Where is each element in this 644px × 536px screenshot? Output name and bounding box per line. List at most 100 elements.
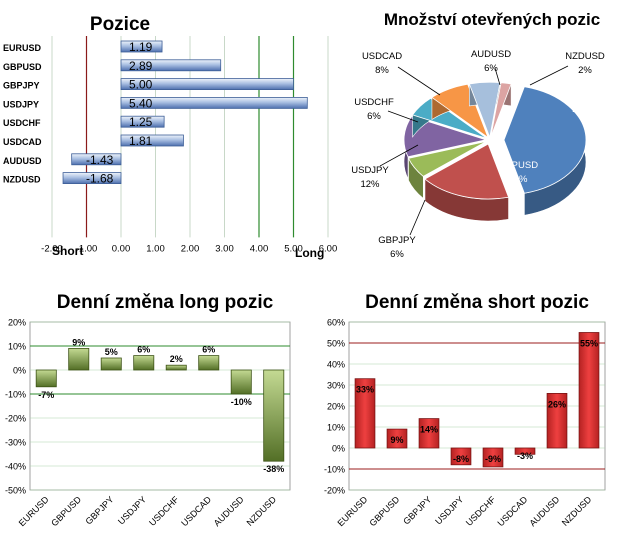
position-bar — [120, 115, 165, 128]
pie-slice-percent: 6% — [367, 111, 381, 122]
bar-value-label: -3% — [517, 451, 533, 461]
pie-slice-label: NZDUSD — [565, 51, 605, 62]
bar-value-label: 5.40 — [129, 96, 153, 110]
bar-value-label: 14% — [420, 425, 438, 435]
y-tick-label: 0% — [332, 444, 345, 454]
category-label: EURUSD — [335, 494, 369, 528]
x-tick-label: -1.00 — [76, 243, 98, 254]
pie-slice — [407, 140, 487, 177]
pie-slice — [468, 81, 501, 139]
pie-slice-percent: 8% — [375, 65, 389, 76]
pie-leader-line — [529, 65, 569, 86]
category-label: USDCAD — [495, 494, 529, 528]
pie-slice-label: GBPJPY — [378, 235, 416, 246]
y-tick-label: -40% — [5, 462, 26, 472]
category-label: USDCHF — [464, 494, 498, 528]
x-tick-label: 2.00 — [181, 243, 200, 254]
bar — [230, 369, 252, 395]
pie-slice-percent: 18% — [508, 174, 528, 185]
pie-slice-percent: 2% — [578, 65, 592, 76]
bar — [546, 393, 568, 449]
category-label: USDCAD — [3, 137, 42, 147]
position-bar — [120, 40, 163, 53]
bar — [198, 355, 220, 371]
bar — [35, 369, 57, 388]
y-tick-label: -20% — [5, 414, 26, 424]
pie-leader-line — [379, 144, 419, 167]
bar — [68, 348, 90, 371]
bar — [418, 418, 440, 449]
y-tick-label: -30% — [5, 438, 26, 448]
long-change-title: Denní změna long pozic — [57, 292, 274, 313]
pie-slice-label: AUDUSD — [471, 49, 511, 60]
bar — [578, 332, 600, 449]
short-change-title: Denní změna short pozic — [365, 292, 589, 313]
y-tick-label: 60% — [327, 318, 345, 328]
pie-slice-label: USDCAD — [362, 51, 402, 62]
bar-value-label: -1.68 — [86, 172, 114, 186]
category-label: EURUSD — [17, 494, 51, 528]
y-tick-label: 30% — [327, 381, 345, 391]
x-tick-label: -2.00 — [41, 243, 63, 254]
category-label: NZDUSD — [3, 175, 41, 185]
y-tick-label: -50% — [5, 486, 26, 496]
positions-chart-title: Pozice — [90, 14, 150, 35]
bar-value-label: 5.00 — [129, 78, 153, 92]
pie-slice — [503, 86, 587, 194]
pie-leader-line — [387, 110, 419, 123]
y-tick-label: -10% — [5, 390, 26, 400]
bar-value-label: 1.25 — [129, 115, 153, 129]
bar-value-label: 55% — [580, 339, 598, 349]
category-label: GBPUSD — [3, 62, 42, 72]
pie-slice-label: GBPUSD — [498, 160, 538, 171]
category-label: USDJPY — [116, 494, 148, 526]
pie-leader-line — [397, 66, 441, 96]
bar — [386, 428, 408, 449]
category-label: GBPJPY — [3, 81, 40, 91]
category-label: NZDUSD — [245, 494, 279, 528]
y-tick-label: -10% — [324, 465, 345, 475]
bar — [165, 364, 187, 371]
long-change-chart: Denní změna long pozic 20% 10% 0% -10% -20% -… — [5, 292, 291, 528]
bar-value-label: -8% — [453, 454, 469, 464]
x-tick-label: 4.00 — [250, 243, 269, 254]
category-label: GBPUSD — [367, 494, 401, 528]
position-bar — [71, 153, 122, 166]
pie-slice — [431, 83, 489, 139]
x-tick-label: 5.00 — [284, 243, 303, 254]
x-tick-label: 6.00 — [319, 243, 338, 254]
category-label: AUDUSD — [3, 156, 42, 166]
position-bar — [120, 59, 222, 72]
position-bar — [62, 172, 122, 185]
category-label: GBPJPY — [401, 494, 433, 526]
y-tick-label: 0% — [13, 366, 26, 376]
x-tick-label: 1.00 — [146, 243, 165, 254]
pie-leader-line — [494, 67, 501, 86]
pie-slice — [490, 82, 512, 138]
pie-slice — [424, 143, 510, 200]
bar-value-label: 1.19 — [129, 40, 153, 54]
bar-value-label: 9% — [390, 435, 403, 445]
y-tick-label: 10% — [327, 423, 345, 433]
position-bar — [120, 134, 184, 147]
bar-value-label: 1.81 — [129, 134, 153, 148]
y-tick-label: 50% — [327, 339, 345, 349]
pie-slice-percent: 42% — [582, 118, 602, 129]
bar-value-label: 5% — [105, 347, 118, 357]
bar-value-label: 9% — [72, 337, 85, 347]
bar-value-label: 6% — [202, 345, 215, 355]
y-tick-label: 20% — [327, 402, 345, 412]
bar-value-label: -38% — [263, 464, 284, 474]
category-label: AUDUSD — [527, 494, 561, 528]
bar — [514, 447, 536, 455]
positions-chart: Pozice 1.19 2.89 5.00 5.40 1.25 1.81 -1.43 -1.6… — [3, 14, 338, 260]
bar-value-label: 2% — [170, 354, 183, 364]
pie-slice-label: USDJPY — [351, 165, 389, 176]
pie-leader-line — [409, 199, 426, 236]
pie-slice-label: EURUSD — [572, 104, 612, 115]
bar-value-label: 33% — [356, 385, 374, 395]
pie-slice-percent: 12% — [360, 179, 380, 190]
long-label: Long — [295, 246, 324, 260]
bar-value-label: -1.43 — [86, 153, 114, 167]
open-positions-pie: Množství otevřených pozic EURUSD 42% GBPUS… — [351, 10, 612, 260]
